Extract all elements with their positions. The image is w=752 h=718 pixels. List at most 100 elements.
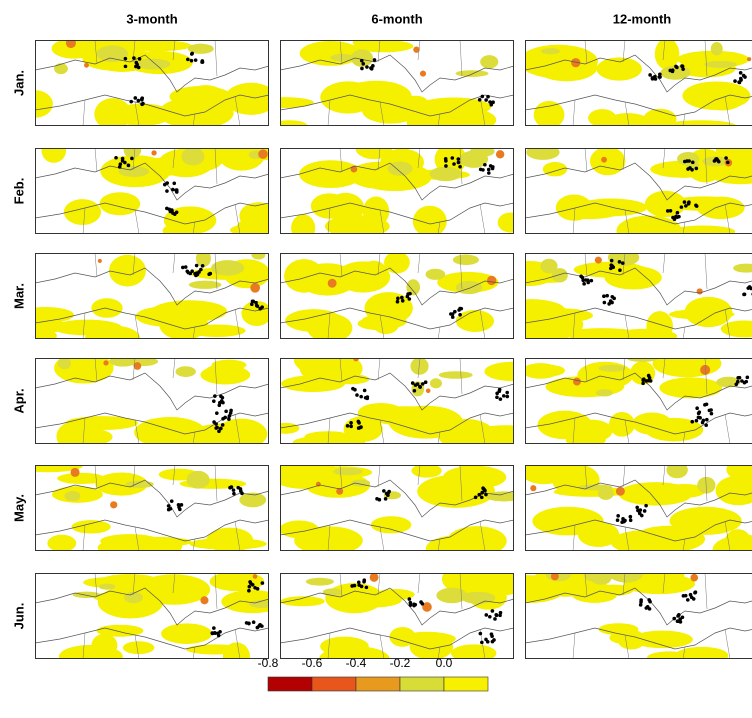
dot [165, 189, 169, 193]
panel-frame [525, 465, 752, 551]
land-patch [574, 198, 648, 217]
dot [749, 286, 752, 291]
dot [383, 497, 388, 501]
land-patch [495, 150, 505, 159]
dot [247, 588, 251, 593]
dot [218, 629, 222, 634]
border [82, 573, 241, 659]
land-patch [280, 97, 314, 108]
dot [410, 381, 415, 385]
land-patch [195, 253, 211, 268]
dot [681, 67, 685, 71]
map-panel [35, 465, 269, 551]
land-patch [608, 573, 644, 583]
dot [734, 382, 739, 387]
dot [452, 162, 456, 166]
dot [480, 490, 484, 495]
dot [685, 598, 690, 602]
land-patch [71, 520, 111, 534]
map-panel [280, 465, 514, 551]
dot [486, 167, 491, 172]
dot [444, 164, 448, 168]
dot [456, 157, 461, 161]
dot [695, 406, 699, 411]
land-patch [406, 279, 421, 296]
land-patch [99, 192, 141, 216]
dot [490, 634, 494, 639]
land-patch [100, 534, 160, 548]
land-patch [660, 358, 700, 373]
land-patch [369, 573, 379, 582]
dot [498, 397, 503, 401]
land-patch [565, 434, 606, 444]
land-patch [186, 470, 210, 489]
dot [174, 188, 178, 193]
land-patch [71, 428, 113, 444]
land-patch [91, 298, 123, 318]
dot [744, 379, 749, 384]
land-patch [609, 411, 635, 437]
dot [505, 394, 510, 399]
land-patch [540, 258, 558, 274]
dot [458, 164, 462, 169]
dot [260, 581, 265, 585]
dot [412, 388, 417, 393]
border [572, 148, 731, 234]
dot [213, 631, 218, 635]
land-patch [299, 160, 363, 189]
dot [698, 416, 702, 420]
land-patch [597, 486, 614, 500]
land-patch [103, 360, 109, 366]
dot [724, 156, 728, 160]
land-patch [425, 388, 431, 394]
dot [658, 75, 662, 79]
dot [615, 518, 620, 522]
dot [473, 495, 478, 500]
panel-frame [280, 465, 514, 551]
land-patch [188, 280, 222, 289]
land-patch [298, 263, 357, 296]
dot [449, 312, 453, 316]
land-patch [125, 358, 159, 367]
land-patch [677, 152, 700, 166]
dot [688, 592, 693, 597]
dot [130, 156, 134, 161]
land-patch [91, 633, 118, 657]
land-patch [327, 192, 365, 223]
colorbar-tick-label: -0.8 [258, 656, 279, 670]
dot [670, 68, 675, 72]
dot [648, 599, 652, 604]
dot [742, 292, 746, 297]
land-patch [412, 205, 447, 234]
dot [413, 383, 418, 387]
dot [133, 96, 138, 100]
dot [123, 56, 128, 61]
dot [423, 380, 428, 385]
land-patch [95, 472, 148, 496]
dot [382, 489, 386, 493]
land-patch [35, 306, 74, 323]
land-patch [387, 161, 413, 176]
panel-frame [35, 358, 269, 444]
map-panel [35, 40, 269, 126]
dot [637, 511, 642, 516]
map-panel [280, 573, 514, 659]
column-header: 6-month [371, 11, 422, 26]
land-patch [151, 300, 228, 323]
land-patch [280, 120, 308, 126]
dot [690, 160, 695, 165]
land-patch [696, 288, 703, 295]
land-patch [362, 196, 390, 227]
dot [240, 491, 244, 496]
dot [186, 270, 191, 275]
dot [675, 65, 679, 70]
dot [248, 580, 252, 584]
land-patch [589, 148, 626, 176]
border [327, 253, 486, 339]
dot [212, 626, 216, 630]
dot [254, 300, 258, 305]
dot [641, 378, 645, 382]
dot [484, 613, 489, 617]
dot [674, 214, 678, 219]
dot [737, 375, 742, 380]
